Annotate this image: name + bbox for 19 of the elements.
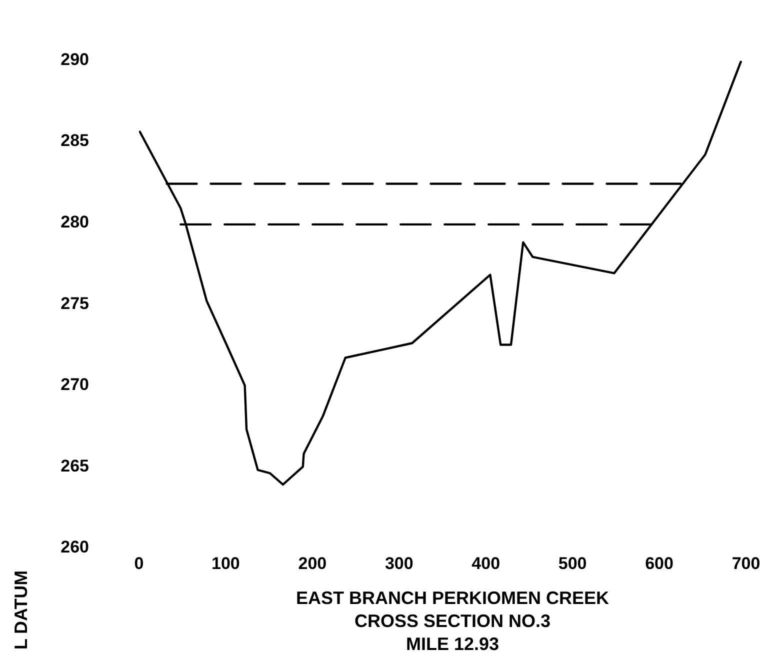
x-tick-label: 600: [645, 554, 674, 573]
x-tick-label: 200: [298, 554, 327, 573]
y-axis-title: L DATUM: [10, 570, 31, 650]
text: EAST BRANCH PERKIOMEN CREEK: [296, 588, 610, 608]
y-tick-label: 270: [60, 375, 89, 394]
y-tick-label: 260: [60, 538, 89, 557]
y-tick-label: 275: [60, 294, 89, 313]
x-tick-label: 500: [558, 554, 587, 573]
y-tick-label: 280: [60, 212, 89, 232]
y-tick-label: 285: [60, 131, 89, 150]
x-tick-label: 0: [134, 554, 144, 573]
text: MILE 12.93: [406, 634, 500, 654]
y-tick-label: 290: [60, 50, 89, 69]
text: CROSS SECTION NO.3: [354, 610, 551, 631]
x-tick-label: 400: [472, 554, 500, 573]
x-tick-label: 700: [732, 554, 760, 573]
x-tick-label: 300: [384, 554, 414, 573]
y-tick-label: 265: [60, 456, 89, 476]
x-tick-label: 100: [212, 554, 240, 573]
